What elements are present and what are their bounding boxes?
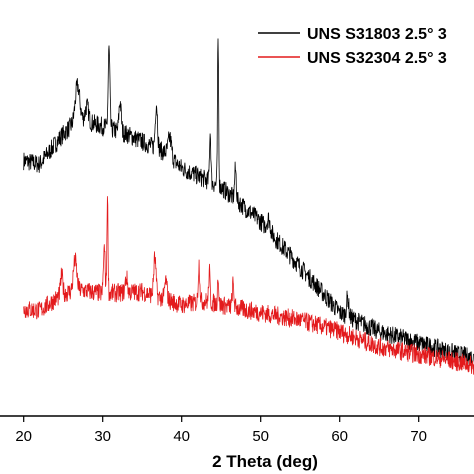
x-tick-label: 20 [15,428,32,445]
legend-label-uns-s31803: UNS S31803 2.5° 3 [307,26,447,43]
legend: UNS S31803 2.5° 3 UNS S32304 2.5° 3 [258,26,447,67]
series-line-uns-s31803 [23,38,474,367]
x-tick-label: 60 [331,428,348,445]
x-tick-label: 40 [173,428,190,445]
plot-area [23,38,474,375]
x-tick-label: 50 [252,428,269,445]
x-axis-ticks: 20 30 40 50 60 70 [15,416,427,445]
x-tick-label: 30 [94,428,111,445]
legend-label-uns-s32304: UNS S32304 2.5° 3 [307,50,447,67]
series-line-uns-s32304 [23,196,474,375]
x-tick-label: 70 [410,428,427,445]
x-axis-title: 2 Theta (deg) [212,452,318,471]
